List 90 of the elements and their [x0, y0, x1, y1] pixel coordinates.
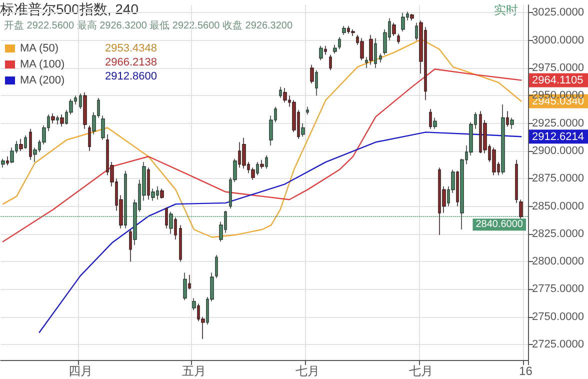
candlestick [188, 274, 191, 290]
candlestick [519, 199, 523, 219]
x-tick-label: 16 [519, 364, 533, 378]
ref-line-label: 2840.6000 [476, 219, 524, 230]
y-tick-label: 2900.0000 [532, 144, 584, 157]
candlestick [283, 88, 287, 103]
text: 2912.6214 [532, 131, 584, 144]
candlestick [60, 114, 64, 128]
candlestick [397, 33, 400, 44]
line-series [38, 132, 522, 333]
candlestick [242, 137, 246, 170]
y-tick-label: 2975.0000 [532, 62, 584, 74]
candlestick [415, 22, 418, 41]
x-tick-label: 五月 [182, 364, 206, 378]
y-tick-label: 2825.0000 [532, 228, 584, 240]
candlestick [510, 117, 514, 130]
x-tick-label: 四月 [68, 364, 92, 378]
x-tick-label: 七月 [296, 364, 320, 378]
candlestick [179, 224, 182, 262]
candlestick [147, 167, 150, 200]
y-tick-label: 2800.0000 [532, 256, 584, 268]
candlestick [183, 272, 187, 301]
annotation: 2912.8600 [105, 70, 157, 82]
candlestick [379, 53, 382, 63]
candlestick [151, 188, 155, 202]
candlestick [369, 34, 373, 66]
annotation: 2953.4348 [105, 42, 157, 54]
candlestick [342, 26, 346, 36]
candlestick [83, 92, 87, 130]
x-tick-label: 七月 [409, 364, 434, 378]
candlestick [24, 135, 27, 150]
candlestick [1, 158, 5, 168]
candlestick [301, 122, 305, 138]
candlestick [319, 46, 323, 61]
candlestick [88, 125, 91, 152]
candlestick [351, 28, 355, 36]
candlestick [169, 211, 173, 234]
legend-label: MA (50) [20, 42, 59, 54]
candlestick [501, 104, 505, 175]
candlestick [360, 38, 364, 61]
candlestick [160, 188, 164, 199]
candlestick [374, 38, 377, 68]
candlestick [124, 170, 127, 229]
y-tick-label: 2850.0000 [532, 200, 584, 212]
candlestick [192, 298, 196, 311]
candlestick [401, 12, 405, 32]
y-tick-label: 2925.0000 [532, 117, 584, 130]
y-tick-label: 3000.0000 [532, 34, 584, 46]
candlestick [433, 117, 437, 130]
y-tick-label: 2750.0000 [532, 310, 584, 323]
candlestick [260, 159, 264, 170]
candlestick [19, 138, 23, 152]
candlestick [101, 115, 105, 140]
candlestick [429, 108, 432, 130]
candlestick [6, 156, 9, 166]
line-series [2, 38, 522, 238]
candlestick [56, 115, 59, 125]
candlestick [256, 162, 259, 176]
legend-label: MA (100) [20, 58, 65, 70]
candlestick [492, 147, 496, 176]
candlestick [506, 110, 509, 128]
line-series [2, 68, 522, 242]
candlestick [338, 36, 341, 50]
candlestick [329, 54, 332, 71]
y-tick-label: 2875.0000 [532, 172, 584, 185]
candlestick [515, 159, 518, 204]
candlestick [165, 206, 168, 229]
candlestick [265, 155, 268, 170]
candlestick [29, 128, 32, 160]
text: 2964.1105 [532, 74, 584, 87]
legend-label: MA (200) [20, 74, 65, 86]
candlestick [79, 93, 82, 110]
candlestick [310, 64, 314, 84]
candlestick [392, 22, 396, 36]
candlestick [129, 229, 132, 262]
candlestick [410, 13, 414, 21]
candlestick [215, 254, 218, 279]
candlestick [315, 70, 318, 96]
candlestick [324, 46, 327, 56]
annotation: 2966.2138 [105, 56, 157, 68]
candlestick [365, 56, 368, 68]
candlestick [51, 112, 55, 124]
y-tick-label: 2775.0000 [532, 283, 584, 296]
candlestick [306, 106, 309, 115]
y-tick-label: 2725.0000 [532, 338, 584, 351]
candlestick [333, 44, 337, 54]
y-tick-label: 3025.0000 [532, 6, 584, 19]
candlestick [456, 170, 459, 207]
candlestick [279, 86, 282, 98]
candlestick [174, 216, 177, 240]
